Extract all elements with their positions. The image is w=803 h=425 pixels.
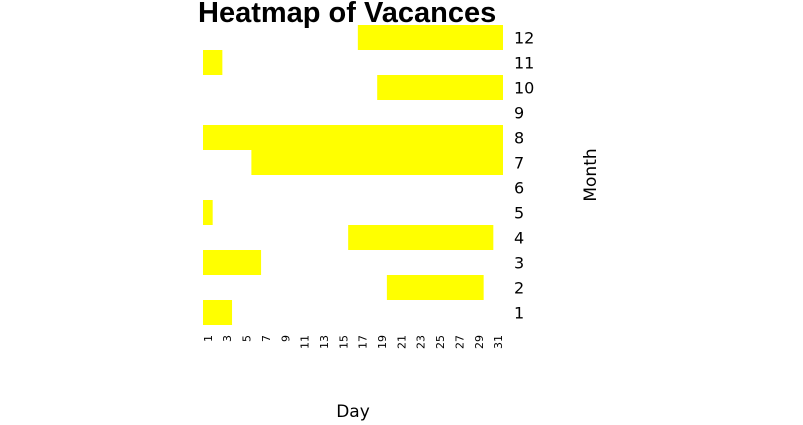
x-tick-label-7: 7 (260, 335, 273, 342)
y-tick-label-9: 9 (514, 104, 524, 123)
x-tick-label-29: 29 (473, 335, 486, 349)
x-tick-label-9: 9 (279, 335, 292, 342)
x-tick-label-23: 23 (415, 335, 428, 349)
vacation-cell-month-4 (348, 225, 494, 250)
y-tick-label-8: 8 (514, 129, 524, 148)
vacation-cell-month-8 (203, 125, 503, 150)
x-tick-label-19: 19 (376, 335, 389, 349)
vacation-cell-month-5 (203, 200, 213, 225)
x-tick-label-11: 11 (299, 335, 312, 349)
x-tick-label-15: 15 (337, 335, 350, 349)
x-axis-ticks: 1 3 5 7 9 11 13 15 17 19 21 23 25 27 29 31 (202, 335, 505, 349)
x-tick-label-21: 21 (395, 335, 408, 349)
y-tick-label-3: 3 (514, 254, 524, 273)
x-tick-label-13: 13 (318, 335, 331, 349)
vacation-cell-month-10 (377, 75, 503, 100)
vacation-cell-month-2 (386, 275, 484, 300)
y-tick-label-1: 1 (514, 304, 524, 323)
y-tick-label-2: 2 (514, 279, 524, 298)
y-tick-label-5: 5 (514, 204, 524, 223)
y-axis-label: Month (581, 148, 601, 201)
y-tick-label-4: 4 (514, 229, 524, 248)
x-axis-label: Day (336, 402, 370, 422)
vacation-cell-month-7 (251, 150, 503, 175)
x-tick-label-1: 1 (202, 335, 215, 342)
x-tick-label-31: 31 (492, 335, 505, 349)
vacation-cell-month-1 (203, 300, 233, 325)
chart-title: Heatmap of Vacances (198, 0, 496, 29)
y-tick-label-12: 12 (514, 29, 534, 48)
vacation-cell-month-11 (203, 50, 223, 75)
x-tick-label-25: 25 (434, 335, 447, 349)
y-tick-label-6: 6 (514, 179, 524, 198)
heatmap-cells (203, 25, 503, 325)
x-tick-label-27: 27 (453, 335, 466, 349)
vacation-cell-month-3 (203, 250, 262, 275)
x-tick-label-3: 3 (221, 335, 234, 342)
y-tick-label-10: 10 (514, 79, 534, 98)
x-tick-label-5: 5 (241, 335, 254, 342)
x-tick-label-17: 17 (357, 335, 370, 349)
y-tick-label-11: 11 (514, 54, 534, 73)
y-tick-label-7: 7 (514, 154, 524, 173)
vacation-cell-month-12 (357, 25, 503, 50)
